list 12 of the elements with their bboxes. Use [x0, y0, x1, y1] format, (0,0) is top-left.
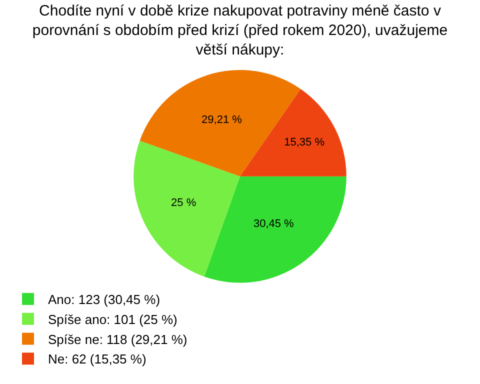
- legend-label: Spíše ano: 101 (25 %): [48, 312, 178, 327]
- chart-title: Chodíte nyní v době krize nakupovat potraviny méně často v porovnání s obdobím před krizí (před rokem 2020), uvažujeme větší nákupy:: [32, 2, 448, 58]
- legend-label: Spíše ne: 118 (29,21 %): [48, 332, 188, 347]
- data-label: 29,21 %: [202, 114, 242, 126]
- data-label: 30,45 %: [253, 218, 294, 230]
- pie-slice: [134, 140, 240, 277]
- data-label: 15,35 %: [284, 136, 325, 149]
- data-label: 25 %: [171, 197, 196, 210]
- pie-slice: [204, 176, 346, 283]
- pie-slice: [240, 88, 346, 176]
- legend-label: Ne: 62 (15,35 %): [48, 352, 146, 367]
- legend-label: Ano: 123 (30,45 %): [48, 292, 160, 308]
